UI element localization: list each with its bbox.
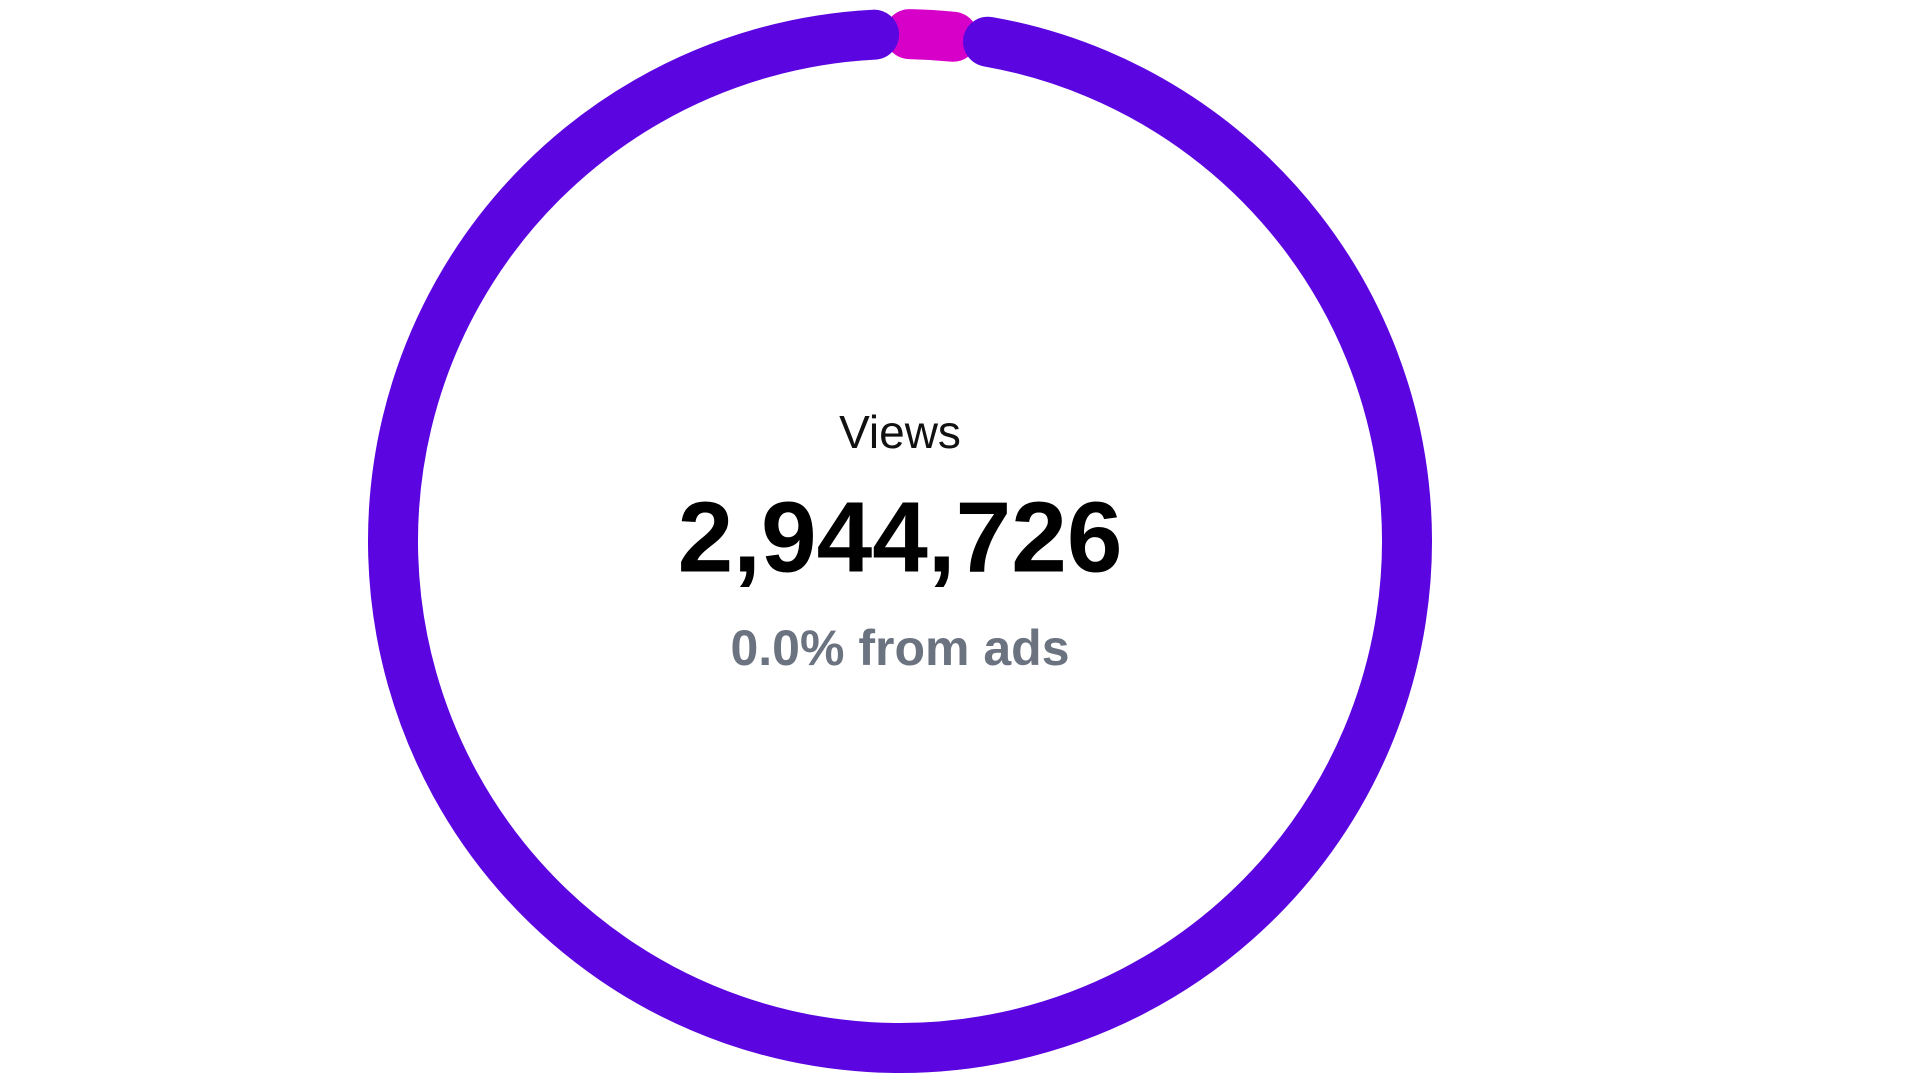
center-subtitle: 0.0% from ads <box>730 620 1069 676</box>
center-value: 2,944,726 <box>678 481 1123 593</box>
center-label: Views <box>839 406 961 458</box>
donut-segment <box>368 9 1432 1073</box>
donut-segment <box>884 9 978 62</box>
